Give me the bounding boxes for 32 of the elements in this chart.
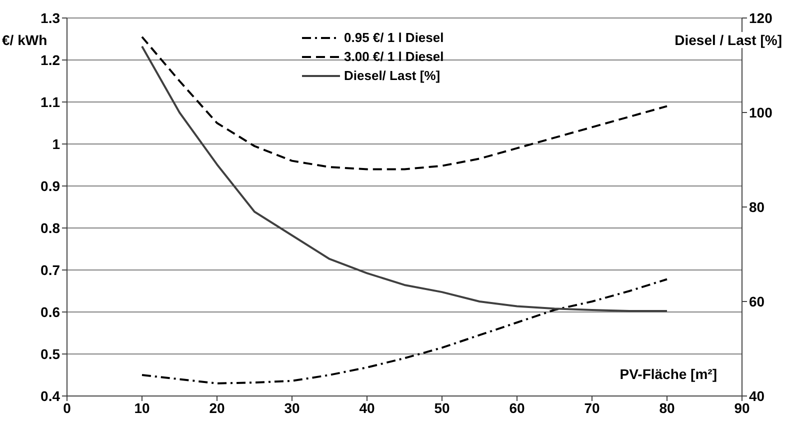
x-tick-label: 20	[209, 400, 225, 416]
x-tick-label: 90	[734, 400, 750, 416]
y2-tick-label: 80	[749, 198, 765, 215]
x-tick-label: 0	[63, 400, 72, 416]
y-tick-label: 1	[52, 136, 60, 152]
y-tick-label: 0.9	[40, 178, 60, 194]
x-tick-label: 80	[659, 400, 675, 416]
y-tick-label: 1.2	[40, 52, 60, 68]
legend-label: 0.95 €/ 1 l Diesel	[344, 30, 444, 45]
y2-tick-label: 100	[749, 104, 773, 120]
y-tick-label: 1.1	[40, 94, 60, 110]
y2-axis-title: Diesel / Last [%]	[674, 32, 782, 48]
y-tick-label: 0.5	[40, 346, 60, 362]
y2-tick-label: 60	[749, 293, 765, 310]
x-tick-label: 40	[359, 400, 375, 416]
y-tick-label: 1.3	[40, 10, 60, 26]
x-axis-title: PV-Fläche [m²]	[620, 366, 717, 382]
x-tick-label: 70	[584, 400, 600, 416]
x-tick-label: 50	[434, 400, 450, 416]
y-tick-label: 0.6	[40, 304, 60, 320]
y2-tick-label: 40	[749, 388, 765, 404]
y-axis-title: €/ kWh	[2, 32, 48, 48]
x-tick-label: 10	[134, 400, 150, 416]
y2-tick-label: 120	[749, 10, 773, 26]
y-tick-label: 0.4	[40, 388, 60, 404]
legend-label: Diesel/ Last [%]	[344, 68, 440, 83]
legend-label: 3.00 €/ 1 l Diesel	[344, 49, 444, 64]
y-tick-label: 0.7	[40, 262, 60, 278]
x-tick-label: 60	[509, 400, 525, 416]
line-series	[141, 45, 668, 312]
y-tick-label: 0.8	[40, 220, 60, 236]
x-tick-label: 30	[284, 400, 300, 416]
